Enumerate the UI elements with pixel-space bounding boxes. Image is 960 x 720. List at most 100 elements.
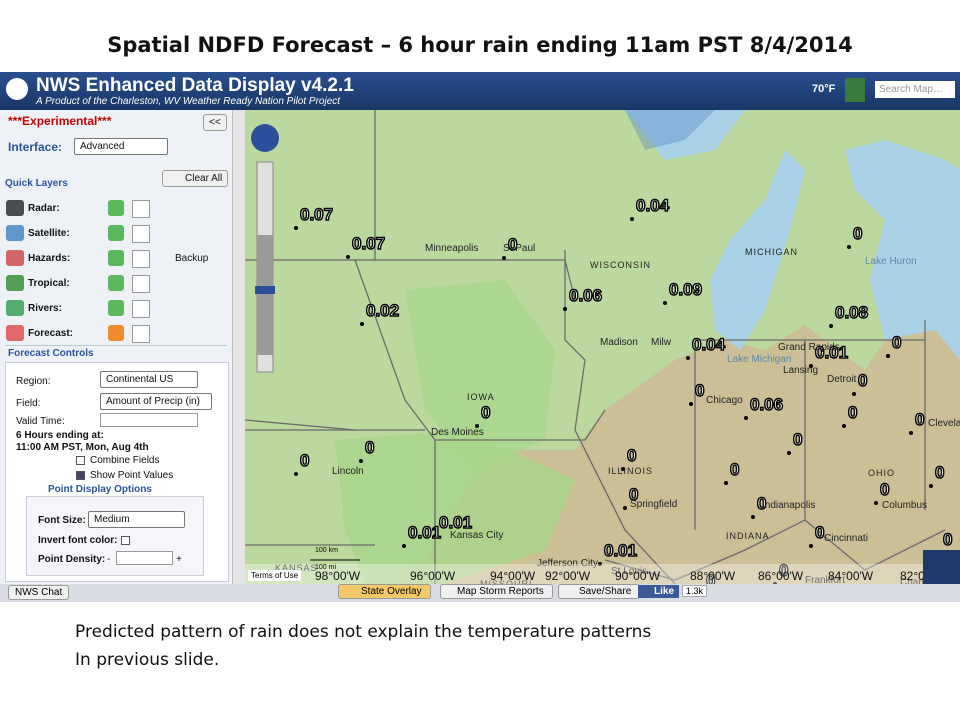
density-slider[interactable]	[116, 551, 173, 565]
point-value: 0	[779, 561, 788, 580]
map-label: Lake Huron	[865, 256, 917, 267]
logo	[6, 78, 28, 100]
point-dot	[621, 467, 625, 471]
longitude-label: 98°00'W	[315, 569, 361, 583]
point-value: 0	[793, 430, 802, 449]
layer-toggle[interactable]	[108, 225, 124, 241]
caption-line: Predicted pattern of rain does not expla…	[75, 622, 652, 642]
point-value: 0.01	[439, 513, 472, 532]
scrollbar[interactable]	[232, 110, 245, 584]
point-dot	[829, 324, 833, 328]
map-label: WISCONSIN	[590, 260, 651, 270]
layer-option	[132, 225, 150, 243]
lake-huron	[845, 140, 960, 360]
map-label: Frankfort	[805, 575, 845, 584]
field-select[interactable]: Amount of Precip (in)	[100, 393, 212, 410]
map-label: Cleveland	[928, 418, 960, 429]
point-dot	[787, 451, 791, 455]
map-label: Madison	[600, 337, 638, 348]
clear-all[interactable]: Clear All	[162, 170, 229, 187]
collapse-button[interactable]: <<	[203, 114, 227, 131]
layer-icon	[6, 325, 24, 341]
point-dot	[663, 301, 667, 305]
point-value: 0	[892, 333, 901, 352]
layer-icon	[6, 300, 24, 316]
point-dot	[563, 307, 567, 311]
point-dot	[847, 245, 851, 249]
nws-chat[interactable]: NWS Chat	[8, 585, 70, 600]
map-label: Springfield	[630, 499, 677, 510]
point-value: 0.06	[750, 395, 783, 414]
longitude-label: 88°00'W	[690, 569, 736, 583]
checkbox[interactable]	[121, 536, 130, 545]
point-value: 0	[481, 403, 490, 422]
caption-line: In previous slide.	[75, 650, 220, 670]
point-value: 0.08	[835, 303, 868, 322]
longitude-label: 86°00'W	[758, 569, 804, 583]
layer-toggle[interactable]	[108, 250, 124, 266]
map-label: Chicago	[706, 395, 743, 406]
layer-label: Radar:	[28, 203, 60, 214]
map-label: St Paul	[503, 243, 535, 254]
checkbox[interactable]	[76, 471, 85, 480]
layer-label: Forecast:	[28, 328, 74, 339]
interface-label: Interface:	[8, 140, 63, 154]
interface-select[interactable]: Advanced	[74, 138, 168, 155]
map-label: KANSAS	[275, 563, 318, 573]
map-label: Milw	[651, 337, 672, 348]
point-dot	[402, 544, 406, 548]
region-select[interactable]: Continental US	[100, 371, 198, 388]
point-dot	[809, 364, 813, 368]
layer-option	[132, 200, 150, 218]
longitude-label: 96°00'W	[410, 569, 456, 583]
map-label: Detroit	[827, 374, 857, 385]
forecast-controls: Forecast Controls	[8, 348, 94, 359]
map-label: Jefferson City	[537, 558, 598, 569]
point-dot	[744, 416, 748, 420]
save-share[interactable]: Save/Share	[558, 584, 641, 599]
invert-label: Invert font color:	[38, 535, 118, 546]
footer-bar: NWS Chat Terms of Use State Overlay Map …	[0, 570, 960, 602]
layer-toggle[interactable]	[108, 325, 124, 341]
longitude-label: 90°00'W	[615, 569, 661, 583]
point-dot	[929, 484, 933, 488]
point-value: 0	[858, 371, 867, 390]
layer-option	[132, 250, 150, 268]
map-label: Lincoln	[332, 466, 364, 477]
time-slider[interactable]	[100, 413, 198, 427]
layer-option	[132, 275, 150, 293]
point-dot	[724, 481, 728, 485]
point-value: 0.07	[300, 205, 333, 224]
like-button[interactable]: Like	[638, 585, 680, 598]
point-value: 0.04	[692, 335, 726, 354]
layer-toggle[interactable]	[108, 300, 124, 316]
terms[interactable]: Terms of Use	[248, 570, 302, 581]
checkbox[interactable]	[76, 456, 85, 465]
layer-icon	[6, 275, 24, 291]
zoom-control[interactable]	[251, 124, 279, 373]
point-value: 0	[943, 530, 952, 549]
font-size-select[interactable]: Medium	[88, 511, 185, 528]
layer-label: Tropical:	[28, 278, 70, 289]
point-dot	[686, 356, 690, 360]
map-label: MICHIGAN	[745, 247, 798, 257]
search-box[interactable]: Search Map…	[875, 81, 955, 98]
experimental: ***Experimental***	[8, 114, 112, 128]
point-value: 0	[815, 523, 824, 542]
font-size-label: Font Size:	[38, 515, 86, 526]
layer-toggle[interactable]	[108, 275, 124, 291]
storm-reports[interactable]: Map Storm Reports	[440, 584, 553, 599]
field-label: Field:	[16, 398, 41, 409]
point-value: 0.01	[604, 541, 637, 560]
layer-toggle[interactable]	[108, 200, 124, 216]
temperature: 70°F	[812, 83, 836, 95]
map: 0.07 0.07 0.04 0.06 0.09 0.02 0.08 0.04 0.01 0.06…	[245, 110, 960, 584]
point-value: 0	[706, 571, 715, 584]
point-value: 0	[300, 451, 309, 470]
region-label: Region:	[16, 376, 51, 387]
map-label: Lansing	[783, 365, 818, 376]
state-overlay[interactable]: State Overlay	[338, 584, 431, 599]
point-value: 0	[730, 460, 739, 479]
point-value: 0	[365, 438, 374, 457]
corner-panel	[923, 550, 960, 584]
